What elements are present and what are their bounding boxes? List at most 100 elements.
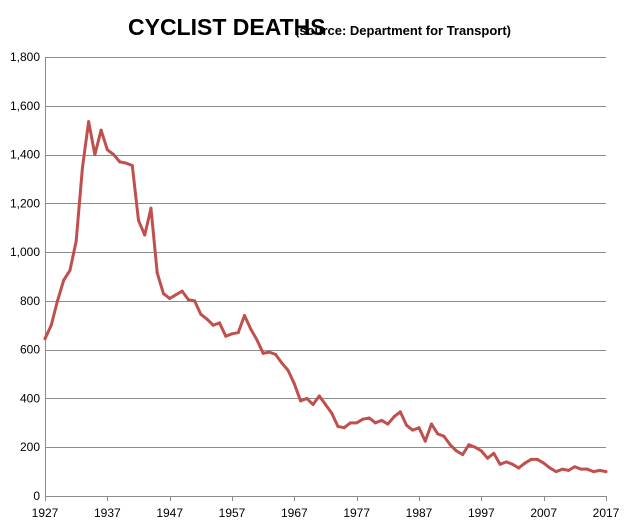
data-point xyxy=(180,289,184,293)
chart-subtitle: (source: Department for Transport) xyxy=(295,23,511,38)
data-point xyxy=(529,457,533,461)
data-point xyxy=(398,410,402,414)
data-point xyxy=(454,449,458,453)
x-tick-label: 1927 xyxy=(32,506,59,520)
data-point xyxy=(473,445,477,449)
data-point xyxy=(199,312,203,316)
data-point xyxy=(118,160,122,164)
data-point xyxy=(504,460,508,464)
y-tick-label: 0 xyxy=(33,489,40,503)
data-point xyxy=(137,218,140,222)
data-point xyxy=(168,296,172,300)
data-point xyxy=(230,332,234,336)
x-tick-label: 1937 xyxy=(94,506,121,520)
data-point xyxy=(55,299,59,303)
x-tick-label: 1957 xyxy=(219,506,246,520)
data-point xyxy=(161,292,165,296)
data-point xyxy=(317,394,321,398)
data-point xyxy=(380,418,384,422)
y-tick-label: 1,600 xyxy=(10,99,40,113)
data-point xyxy=(598,468,602,472)
data-point xyxy=(436,432,440,436)
data-point xyxy=(174,293,178,297)
data-point xyxy=(261,351,265,355)
series-points xyxy=(43,120,608,474)
data-point xyxy=(467,443,471,447)
data-point xyxy=(342,426,346,430)
data-point xyxy=(87,120,91,124)
data-point xyxy=(567,468,571,472)
data-point xyxy=(205,317,209,321)
y-axis-tick-labels: 0 200 400 600 800 1,000 1,200 1,400 1,600 1,800 xyxy=(10,50,40,503)
data-point xyxy=(68,268,72,272)
data-point xyxy=(286,368,290,372)
data-point xyxy=(112,153,116,157)
series-line-cyclist-deaths xyxy=(43,120,608,474)
data-point xyxy=(492,451,496,455)
data-point xyxy=(336,424,340,428)
data-point xyxy=(143,233,147,237)
data-point xyxy=(130,164,134,168)
data-point xyxy=(348,421,352,425)
data-point xyxy=(242,314,246,318)
data-point xyxy=(554,470,558,474)
data-point xyxy=(311,403,315,407)
x-tick-label: 1997 xyxy=(468,506,495,520)
data-point xyxy=(149,206,153,210)
y-tick-label: 1,400 xyxy=(10,148,40,162)
x-tick-label: 1977 xyxy=(343,506,370,520)
data-point xyxy=(74,239,78,243)
y-tick-label: 1,200 xyxy=(10,196,40,210)
data-point xyxy=(43,337,47,341)
data-point xyxy=(517,466,521,470)
data-point xyxy=(442,434,446,438)
data-point xyxy=(224,334,228,338)
x-tick-label: 1967 xyxy=(281,506,308,520)
chart-title: CYCLIST DEATHS xyxy=(128,14,326,40)
data-point xyxy=(211,323,215,327)
data-point xyxy=(386,422,390,426)
gridlines xyxy=(45,57,606,448)
data-point xyxy=(548,466,552,470)
data-point xyxy=(579,467,583,471)
data-point xyxy=(236,331,240,335)
x-tick-label: 2007 xyxy=(530,506,557,520)
data-point xyxy=(592,470,596,474)
data-point xyxy=(324,403,327,407)
data-point xyxy=(355,421,359,425)
data-point xyxy=(392,415,396,419)
x-tick-label: 1947 xyxy=(156,506,183,520)
data-point xyxy=(560,467,564,471)
y-tick-label: 600 xyxy=(20,343,40,357)
data-point xyxy=(361,417,365,421)
data-point xyxy=(218,321,222,325)
data-point xyxy=(49,323,53,327)
series-layer xyxy=(43,120,608,474)
data-point xyxy=(373,421,377,425)
data-point xyxy=(274,353,278,357)
y-tick-label: 800 xyxy=(20,294,40,308)
data-point xyxy=(486,456,490,460)
data-point xyxy=(448,443,452,447)
data-point xyxy=(604,470,608,474)
data-point xyxy=(62,278,66,282)
data-point xyxy=(193,299,197,303)
y-tick-label: 1,000 xyxy=(10,245,40,259)
data-point xyxy=(523,461,527,465)
x-axis-tick-labels: 1927 1937 1947 1957 1967 1977 1987 1997 2007 2017 xyxy=(32,506,620,520)
data-point xyxy=(535,457,539,461)
data-point xyxy=(423,439,427,443)
data-point xyxy=(292,382,296,386)
data-point xyxy=(330,411,334,415)
data-point xyxy=(124,161,128,165)
data-point xyxy=(498,462,502,466)
data-point xyxy=(280,361,284,365)
data-point xyxy=(99,128,103,132)
data-point xyxy=(411,428,415,432)
axes xyxy=(45,57,607,501)
data-point xyxy=(305,396,309,400)
data-point xyxy=(573,465,577,469)
data-point xyxy=(405,423,409,427)
